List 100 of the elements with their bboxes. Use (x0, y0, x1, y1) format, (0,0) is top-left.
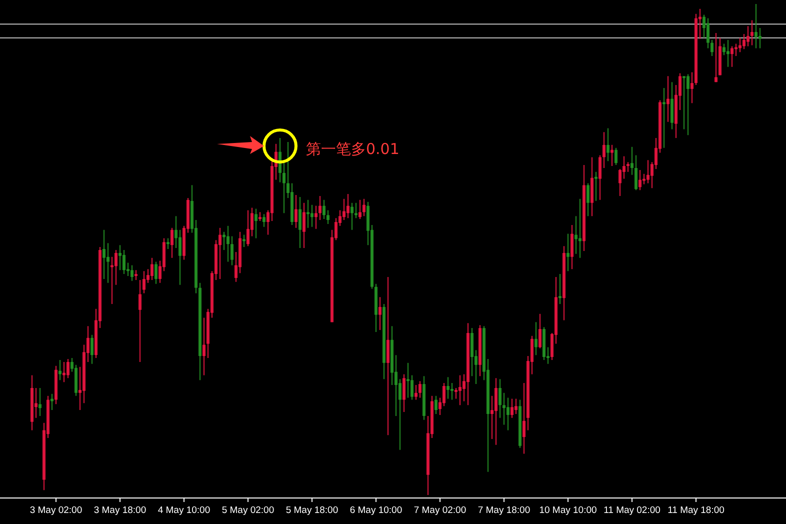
candlestick (598, 154, 602, 200)
candlestick (242, 234, 246, 248)
candlestick (642, 173, 646, 185)
candlestick (638, 169, 642, 191)
candlestick (442, 382, 446, 407)
candlestick (706, 18, 710, 49)
candlestick (446, 376, 450, 400)
candlestick (634, 154, 638, 191)
candlestick (254, 208, 258, 239)
candlestick (314, 205, 318, 230)
x-tick-label: 7 May 18:00 (478, 505, 530, 516)
candlestick (566, 233, 570, 272)
candlestick (226, 225, 230, 262)
x-tick-label: 11 May 02:00 (604, 505, 660, 516)
candlestick (134, 270, 138, 280)
candlestick (506, 397, 510, 431)
candlestick (410, 374, 414, 400)
candlestick (738, 37, 742, 53)
candlestick (730, 46, 734, 68)
candlestick (450, 382, 454, 400)
candlestick (262, 214, 266, 228)
candlestick (754, 4, 758, 49)
candlestick (294, 194, 298, 228)
candlestick (666, 76, 670, 122)
candlestick (170, 227, 174, 258)
candlestick (434, 395, 438, 414)
candlestick (406, 362, 410, 398)
candlestick (458, 374, 462, 406)
candlestick (662, 87, 666, 148)
candlestick (750, 20, 754, 46)
candlestick (66, 358, 70, 379)
x-tick-label: 10 May 10:00 (539, 505, 597, 516)
candlestick (534, 322, 538, 356)
candlestick (38, 387, 42, 416)
x-tick-label: 6 May 10:00 (350, 505, 402, 516)
candlestick (34, 387, 38, 418)
candlestick (298, 196, 302, 249)
candlestick (358, 199, 362, 220)
candlestick (498, 378, 502, 418)
candlestick (690, 72, 694, 104)
candlestick (302, 202, 306, 249)
candlestick (350, 202, 354, 230)
candlestick (602, 132, 606, 168)
candlestick (626, 162, 630, 172)
candlestick (122, 249, 126, 275)
candlestick (154, 261, 158, 284)
candlestick (746, 26, 750, 47)
candlestick (510, 398, 514, 418)
candlestick (306, 199, 310, 228)
candlestick (106, 242, 110, 284)
candlestick (682, 76, 686, 130)
candlestick (354, 202, 358, 219)
candlestick (118, 244, 122, 271)
annotation: 第一笔多0.01 (306, 140, 400, 158)
candlestick (594, 171, 598, 202)
x-tick-label: 5 May 02:00 (222, 505, 274, 516)
candlestick (138, 279, 142, 362)
candlestick (130, 264, 134, 282)
candlestick (318, 195, 322, 221)
candlestick (178, 229, 182, 286)
candlestick (710, 39, 714, 57)
candlestick (322, 199, 326, 220)
x-tick-label: 11 May 18:00 (668, 505, 724, 516)
candlestick (310, 204, 314, 228)
candlestick (618, 168, 622, 196)
candlestick (230, 236, 234, 266)
candlestick (734, 43, 738, 57)
candlestick (574, 216, 578, 254)
candlestick (570, 224, 574, 270)
candlestick (578, 198, 582, 258)
candlestick (342, 198, 346, 221)
candlestick (150, 257, 154, 280)
candlestick (610, 144, 614, 167)
candlestick (586, 182, 590, 217)
candlestick (62, 361, 66, 383)
candlestick (110, 256, 114, 304)
candlestick (522, 382, 526, 454)
candlestick (538, 313, 542, 349)
candlestick (218, 227, 222, 280)
candlestick (622, 156, 626, 180)
candlestick (202, 317, 206, 376)
candlestick (686, 74, 690, 136)
candlestick (558, 274, 562, 304)
candlestick (414, 384, 418, 400)
candlestick (326, 210, 330, 224)
x-tick-label: 3 May 02:00 (30, 505, 82, 516)
candlestick (378, 296, 382, 331)
candlestick (714, 32, 718, 83)
candlestick (758, 28, 762, 49)
candlestick (90, 334, 94, 364)
candlestick (722, 43, 726, 56)
x-tick-label: 3 May 18:00 (94, 505, 146, 516)
candlestick (454, 387, 458, 400)
candlestick (726, 39, 730, 68)
candlestick (418, 380, 422, 398)
candlestick (614, 147, 618, 166)
candlestick (246, 210, 250, 247)
candlestick (402, 374, 406, 413)
candlestick (386, 276, 390, 436)
candlestick (630, 146, 634, 176)
